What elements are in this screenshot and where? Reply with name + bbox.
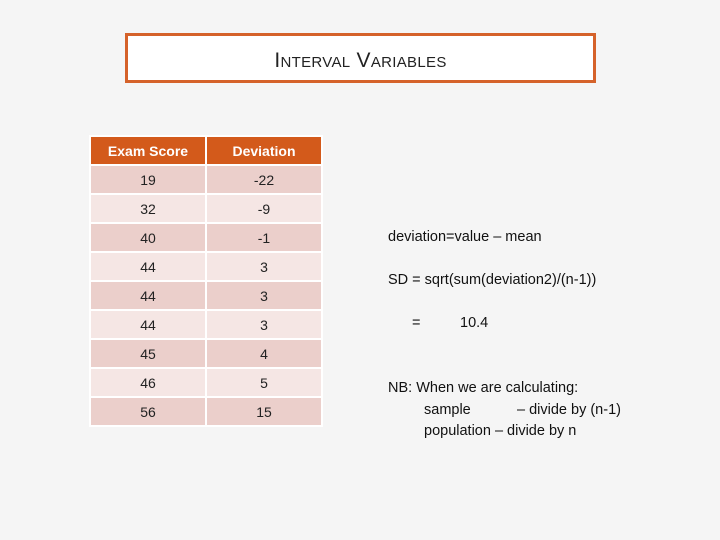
sample-label: sample [424,402,471,418]
exam-score-cell: 45 [89,338,207,369]
table-header-row: Exam Score Deviation [89,135,323,166]
header-exam-score: Exam Score [89,135,207,166]
header-deviation: Deviation [205,135,323,166]
deviation-cell: 5 [205,367,323,398]
exam-score-cell: 56 [89,396,207,427]
population-rule: population – divide by n [424,423,577,439]
sd-formula: SD = sqrt(sum(deviation2)/(n-1)) [388,272,597,288]
table-row: 45 4 [89,338,323,369]
table-row: 56 15 [89,396,323,427]
deviation-formula: deviation=value – mean [388,229,542,245]
deviation-cell: 4 [205,338,323,369]
exam-score-cell: 32 [89,193,207,224]
deviation-cell: 15 [205,396,323,427]
table-row: 44 3 [89,309,323,340]
slide-title: Interval Variables [274,49,447,72]
exam-score-cell: 44 [89,251,207,282]
exam-score-cell: 40 [89,222,207,253]
deviation-cell: 3 [205,251,323,282]
exam-score-cell: 46 [89,367,207,398]
deviation-cell: -1 [205,222,323,253]
deviation-cell: -9 [205,193,323,224]
table-row: 46 5 [89,367,323,398]
exam-score-table: Exam Score Deviation 19 -22 32 -9 40 -1 44 3 44 3… [89,135,323,427]
exam-score-cell: 19 [89,164,207,195]
title-box: Interval Variables [125,33,596,83]
sd-value: 10.4 [460,315,489,331]
deviation-cell: 3 [205,309,323,340]
table-row: 44 3 [89,251,323,282]
nb-line: NB: When we are calculating: [388,380,579,396]
table-row: 19 -22 [89,164,323,195]
sample-rule: – divide by (n-1) [517,402,621,418]
table-row: 44 3 [89,280,323,311]
table-row: 32 -9 [89,193,323,224]
deviation-cell: -22 [205,164,323,195]
equals-sign: = [412,315,421,331]
deviation-cell: 3 [205,280,323,311]
exam-score-cell: 44 [89,309,207,340]
exam-score-cell: 44 [89,280,207,311]
table-row: 40 -1 [89,222,323,253]
